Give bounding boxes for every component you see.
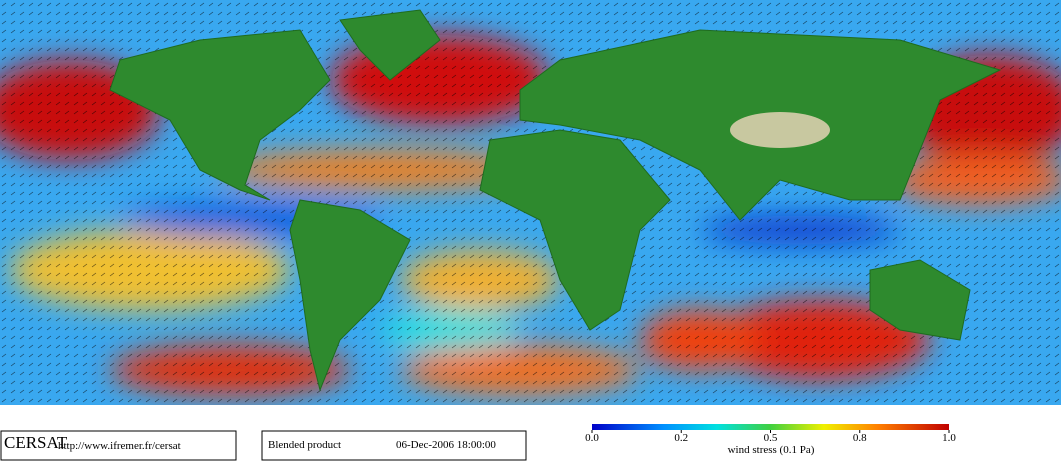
footer-bg: [0, 430, 1061, 462]
colorbar: [592, 424, 949, 430]
logo: CERSAT: [4, 433, 68, 452]
colorbar-tick-label: 0.0: [585, 432, 599, 444]
colorbar-tick-label: 1.0: [942, 432, 956, 444]
product: Blended product: [268, 439, 341, 451]
colorbar-label: wind stress (0.1 Pa): [728, 444, 815, 456]
logo-box: [0, 430, 237, 461]
footer: CERSAT http://www.ifremer.fr/cersat Blen…: [0, 424, 1061, 462]
colorbar-tick-label: 0.8: [853, 432, 867, 444]
colorbar-tick-label: 0.5: [764, 432, 778, 444]
product-box: [261, 430, 527, 461]
colorbar-tick-label: 0.2: [674, 432, 688, 444]
date: 06-Dec-2006 18:00:00: [396, 439, 496, 451]
land: [109, 9, 1002, 392]
url: http://www.ifremer.fr/cersat: [58, 440, 181, 452]
